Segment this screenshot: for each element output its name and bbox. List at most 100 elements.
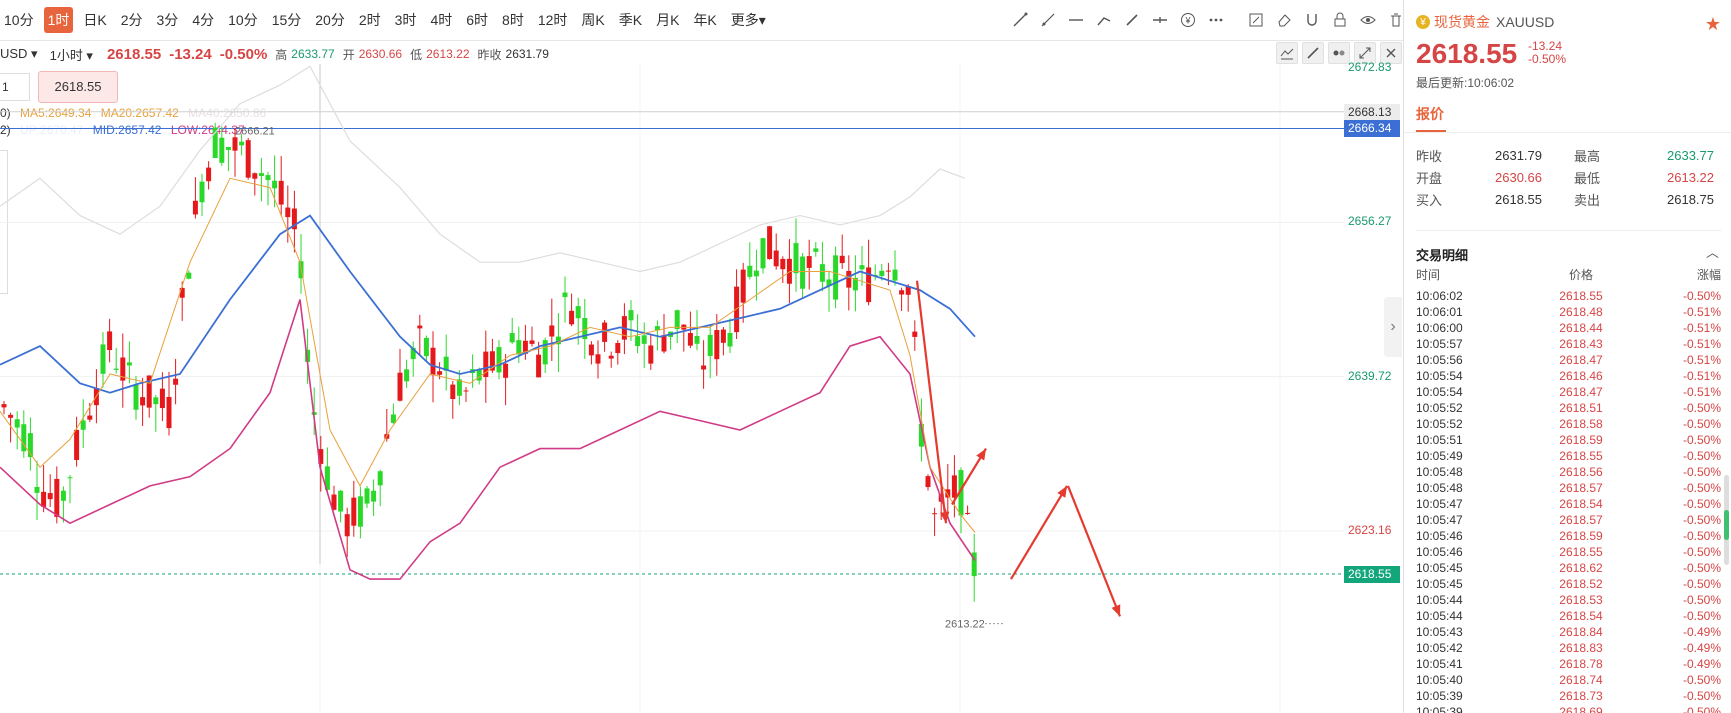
- trades-scrollbar-thumb[interactable]: [1724, 510, 1729, 540]
- price-label-icon[interactable]: ¥: [1178, 10, 1198, 30]
- period-item[interactable]: 3分: [156, 12, 179, 28]
- trade-row: 10:05:54 2618.47 -0.51%: [1416, 384, 1721, 400]
- trade-row: 10:05:45 2618.62 -0.50%: [1416, 560, 1721, 576]
- edit-icon[interactable]: [1246, 10, 1266, 30]
- boll-mid-line: [0, 214, 976, 394]
- prev-close-label: 昨收: [477, 47, 502, 62]
- trade-time: 10:05:46: [1416, 529, 1463, 543]
- star-icon[interactable]: ★: [1704, 14, 1721, 34]
- period-item[interactable]: 20分: [315, 12, 345, 28]
- price-axis[interactable]: 2672.83 2656.27 2639.72 2623.16 2668.13 2666.…: [1344, 60, 1404, 713]
- chevron-up-icon[interactable]: ︿: [1705, 245, 1719, 260]
- order-price-button[interactable]: 2618.55: [38, 71, 118, 103]
- candle-body: [885, 270, 891, 272]
- candle-body: [549, 325, 555, 337]
- trade-change: -0.50%: [1682, 545, 1721, 559]
- close-icon[interactable]: [1380, 42, 1402, 64]
- candle-body: [54, 478, 60, 517]
- trade-row: 10:05:43 2618.84 -0.49%: [1416, 624, 1721, 640]
- segment-icon[interactable]: [1122, 10, 1142, 30]
- ray-line-icon[interactable]: [1038, 10, 1058, 30]
- trade-row: 10:05:41 2618.78 -0.49%: [1416, 656, 1721, 672]
- trade-price: 2618.51: [1559, 401, 1603, 415]
- candle-body: [258, 173, 264, 176]
- candlestick-chart[interactable]: 2666.21 2613.22: [0, 64, 1344, 713]
- trade-row: 10:05:39 2618.69 -0.50%: [1416, 704, 1721, 713]
- last-price: 2618.55: [106, 45, 162, 63]
- trade-price: 2618.54: [1559, 497, 1603, 511]
- open-value: 2630.66: [358, 47, 403, 61]
- period-item[interactable]: 更多▾: [730, 12, 766, 28]
- trade-row: 10:05:45 2618.52 -0.50%: [1416, 576, 1721, 592]
- period-item[interactable]: 2分: [120, 12, 143, 28]
- period-item[interactable]: 6时: [466, 12, 489, 28]
- collapse-panel-button[interactable]: ›: [1384, 297, 1402, 357]
- period-item[interactable]: 2时: [358, 12, 381, 28]
- candle-body: [701, 365, 707, 370]
- trend-line-icon[interactable]: [1010, 10, 1030, 30]
- candle-body: [67, 477, 73, 479]
- candle-body: [925, 476, 931, 488]
- candle-body: [602, 322, 608, 342]
- period-item[interactable]: 4时: [430, 12, 453, 28]
- candle-body: [826, 279, 832, 286]
- period-item[interactable]: 季K: [618, 12, 643, 28]
- candle-body: [918, 424, 924, 447]
- trade-time: 10:05:45: [1416, 561, 1463, 575]
- period-item[interactable]: 年K: [693, 12, 717, 28]
- period-item[interactable]: 3时: [394, 12, 417, 28]
- trade-row: 10:05:47 2618.54 -0.50%: [1416, 496, 1721, 512]
- trades-list[interactable]: 10:06:02 2618.55 -0.50% 10:06:01 2618.48 -0.5…: [1416, 288, 1721, 713]
- candle-body: [344, 514, 350, 537]
- candle-body: [146, 375, 152, 408]
- fullscreen-icon[interactable]: [1354, 42, 1376, 64]
- section-divider: [1416, 230, 1721, 231]
- indicator-icon[interactable]: [1276, 42, 1298, 64]
- lock-icon[interactable]: [1330, 10, 1350, 30]
- magnet-icon[interactable]: [1302, 10, 1322, 30]
- pen-icon[interactable]: [1302, 42, 1324, 64]
- period-item[interactable]: 4分: [192, 12, 215, 28]
- period-item[interactable]: 日K: [83, 12, 107, 28]
- period-item[interactable]: 月K: [656, 12, 680, 28]
- more-tools-icon[interactable]: [1206, 10, 1226, 30]
- period-item[interactable]: 8时: [502, 12, 524, 28]
- candle-body: [390, 414, 396, 423]
- quote-value: 2631.79: [1495, 147, 1542, 163]
- trade-price: 2618.74: [1559, 673, 1603, 687]
- eye-icon[interactable]: [1358, 10, 1378, 30]
- symbol-select[interactable]: USD ▾: [0, 46, 38, 61]
- price-line-icon[interactable]: [1150, 10, 1170, 30]
- polyline-icon[interactable]: [1094, 10, 1114, 30]
- trade-price: 2618.57: [1559, 513, 1603, 527]
- period-item[interactable]: 15分: [271, 12, 302, 28]
- timeframe-select[interactable]: 1小时 ▾: [49, 47, 93, 63]
- trade-change: -0.51%: [1682, 305, 1721, 319]
- trash-icon[interactable]: [1386, 10, 1406, 30]
- period-item[interactable]: 1时: [43, 7, 74, 33]
- horizontal-line-icon[interactable]: [1066, 10, 1086, 30]
- period-item[interactable]: 10分: [4, 12, 34, 28]
- candle-body: [272, 180, 278, 189]
- trade-price: 2618.44: [1559, 321, 1603, 335]
- eraser-icon[interactable]: [1274, 10, 1294, 30]
- order-quantity-input[interactable]: 1: [0, 73, 30, 101]
- period-item[interactable]: 10分: [228, 12, 258, 28]
- panel-change-pct: -0.50%: [1528, 52, 1567, 66]
- quote-value: 2633.77: [1667, 147, 1714, 163]
- tab-quote[interactable]: 报价: [1416, 106, 1444, 122]
- candle-body: [192, 200, 198, 215]
- trades-header-time: 时间: [1416, 268, 1441, 282]
- trade-row: 10:05:46 2618.55 -0.50%: [1416, 544, 1721, 560]
- compare-icon[interactable]: [1328, 42, 1350, 64]
- candle-body: [450, 384, 456, 399]
- period-item[interactable]: 周K: [581, 12, 605, 28]
- candle-body: [430, 347, 436, 376]
- trade-price: 2618.55: [1559, 449, 1603, 463]
- candle-body: [456, 379, 462, 396]
- candle-body: [932, 513, 938, 515]
- period-item[interactable]: 12时: [537, 12, 568, 28]
- candle-body: [661, 335, 667, 352]
- candle-body: [212, 127, 218, 158]
- trade-change: -0.50%: [1682, 465, 1721, 479]
